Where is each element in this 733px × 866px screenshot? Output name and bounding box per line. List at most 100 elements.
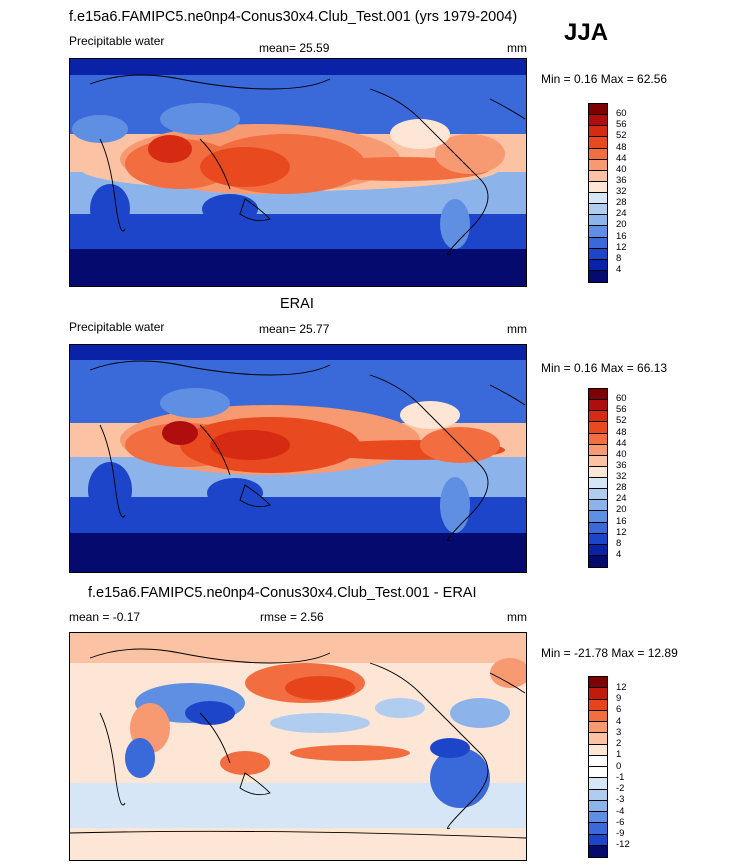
colorbar-tick: 48 bbox=[616, 427, 627, 438]
colorbar-swatch bbox=[589, 159, 607, 171]
map-blob bbox=[390, 119, 450, 149]
season-label: JJA bbox=[564, 19, 609, 46]
colorbar-tick: -2 bbox=[616, 783, 625, 794]
map-model bbox=[69, 58, 527, 287]
colorbar-swatch bbox=[589, 823, 607, 835]
colorbar-swatch bbox=[589, 248, 607, 260]
colorbar-swatch bbox=[589, 834, 607, 846]
mean-label: mean= 25.77 bbox=[259, 322, 330, 336]
colorbar-swatch bbox=[589, 422, 607, 434]
colorbar-swatch bbox=[589, 733, 607, 745]
colorbar-swatch bbox=[589, 411, 607, 423]
colorbar-tick: 12 bbox=[616, 527, 627, 538]
map-blob bbox=[160, 388, 230, 418]
colorbar-erai bbox=[588, 388, 608, 568]
map-blob bbox=[90, 184, 130, 234]
colorbar-swatch bbox=[589, 688, 607, 700]
colorbar-swatch bbox=[589, 478, 607, 490]
colorbar-swatch bbox=[589, 148, 607, 160]
map-blob bbox=[290, 745, 410, 761]
colorbar-swatch bbox=[589, 677, 607, 689]
coastline bbox=[89, 74, 526, 256]
colorbar-swatch bbox=[589, 126, 607, 138]
colorbar-swatch bbox=[589, 767, 607, 779]
map-blob bbox=[450, 698, 510, 728]
map-blob bbox=[160, 103, 240, 135]
colorbar-tick: 12 bbox=[616, 242, 627, 253]
map-blob bbox=[430, 748, 490, 808]
map-band bbox=[70, 345, 526, 360]
map-band bbox=[70, 633, 526, 663]
variable-label: Precipitable water bbox=[69, 320, 165, 334]
colorbar-tick: 16 bbox=[616, 231, 627, 242]
map-band bbox=[70, 249, 526, 286]
map-blob bbox=[220, 751, 270, 775]
colorbar-tick: 60 bbox=[616, 393, 627, 404]
map-blob bbox=[125, 738, 155, 778]
mean-label: mean = -0.17 bbox=[69, 610, 141, 624]
colorbar-tick: 2 bbox=[616, 738, 622, 749]
colorbar-tick: 36 bbox=[616, 460, 627, 471]
colorbar-tick: 36 bbox=[616, 175, 627, 186]
map-blob bbox=[210, 430, 290, 460]
colorbar-swatch bbox=[589, 237, 607, 249]
colorbar-tick: 0 bbox=[616, 761, 622, 772]
colorbar-tick: 16 bbox=[616, 516, 627, 527]
minmax-label: Min = 0.16 Max = 66.13 bbox=[541, 361, 668, 375]
colorbar-tick: 52 bbox=[616, 130, 627, 141]
map-blob bbox=[270, 713, 370, 733]
map-blob bbox=[285, 676, 355, 700]
map-blob bbox=[202, 194, 258, 224]
colorbar-tick: 56 bbox=[616, 119, 627, 130]
colorbar-tick: 8 bbox=[616, 538, 622, 549]
colorbar-tick: 40 bbox=[616, 164, 627, 175]
colorbar-swatch bbox=[589, 137, 607, 149]
colorbar-swatch bbox=[589, 522, 607, 534]
colorbar-swatch bbox=[589, 500, 607, 512]
colorbar-swatch bbox=[589, 812, 607, 824]
colorbar-tick: 32 bbox=[616, 471, 627, 482]
colorbar-tick: -9 bbox=[616, 828, 625, 839]
colorbar-tick: 4 bbox=[616, 716, 622, 727]
colorbar-tick: 28 bbox=[616, 197, 627, 208]
map-blob bbox=[88, 462, 132, 518]
colorbar-difference bbox=[588, 676, 608, 858]
colorbar-tick: 4 bbox=[616, 549, 622, 560]
map-band bbox=[70, 828, 526, 860]
minmax-label: Min = 0.16 Max = 62.56 bbox=[541, 72, 668, 86]
map-blob bbox=[185, 701, 235, 725]
rmse-label: rmse = 2.56 bbox=[260, 610, 324, 624]
colorbar-swatch bbox=[589, 800, 607, 812]
panel-subtitle: ERAI bbox=[280, 296, 314, 312]
colorbar-swatch bbox=[589, 193, 607, 205]
colorbar-tick: 60 bbox=[616, 108, 627, 119]
map-blob bbox=[148, 135, 192, 163]
colorbar-swatch bbox=[589, 259, 607, 271]
units-label: mm bbox=[507, 610, 527, 624]
colorbar-swatch bbox=[589, 270, 607, 282]
colorbar-tick: 28 bbox=[616, 482, 627, 493]
colorbar-swatch bbox=[589, 170, 607, 182]
colorbar-swatch bbox=[589, 699, 607, 711]
map-blob bbox=[162, 421, 198, 445]
map-band bbox=[70, 533, 526, 572]
coastline bbox=[70, 648, 526, 839]
colorbar-tick: 48 bbox=[616, 142, 627, 153]
map-blob bbox=[440, 199, 470, 249]
units-label: mm bbox=[507, 41, 527, 55]
colorbar-swatch bbox=[589, 778, 607, 790]
colorbar-tick: -4 bbox=[616, 806, 625, 817]
colorbar-tick: 3 bbox=[616, 727, 622, 738]
colorbar-tick: -1 bbox=[616, 772, 625, 783]
colorbar-tick: 52 bbox=[616, 415, 627, 426]
colorbar-swatch bbox=[589, 104, 607, 116]
colorbar-tick: 32 bbox=[616, 186, 627, 197]
colorbar-tick: 40 bbox=[616, 449, 627, 460]
coastline bbox=[89, 360, 526, 542]
colorbar-tick: 44 bbox=[616, 438, 627, 449]
map-blob bbox=[72, 115, 128, 143]
colorbar-tick: 6 bbox=[616, 704, 622, 715]
map-blob bbox=[207, 478, 263, 508]
colorbar-swatch bbox=[589, 400, 607, 412]
colorbar-swatch bbox=[589, 789, 607, 801]
